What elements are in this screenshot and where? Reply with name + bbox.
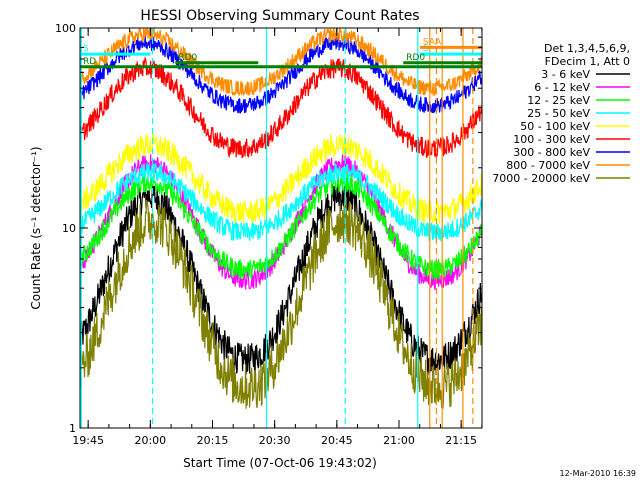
x-tick-label-4: 20:45 xyxy=(321,434,353,447)
series-line-5 xyxy=(80,56,482,159)
legend-label-5: 100 - 300 keV xyxy=(513,133,590,146)
flag-label-2-0: RD xyxy=(83,57,96,67)
legend-label-2: 12 - 25 keV xyxy=(527,94,590,107)
legend-label-8: 7000 - 20000 keV xyxy=(492,172,590,185)
legend-label-4: 50 - 100 keV xyxy=(520,120,590,133)
x-axis-label: Start Time (07-Oct-06 19:43:02) xyxy=(183,456,377,470)
x-tick-label-3: 20:30 xyxy=(259,434,291,447)
flag-label-0-1: S xyxy=(423,44,429,54)
flag-label-1-0: SAA xyxy=(423,37,442,47)
chart-title: HESSI Observing Summary Count Rates xyxy=(140,8,419,24)
series-line-3 xyxy=(80,161,482,242)
footer-timestamp: 12-Mar-2010 16:39 xyxy=(560,469,637,478)
series-line-2 xyxy=(80,172,482,280)
axis-ticks: 19:45 20:00 20:15 20:30 20:45 21:00 21:15 1 10 10… xyxy=(55,22,483,447)
series-line-6 xyxy=(80,35,482,115)
x-tick-label-2: 20:15 xyxy=(197,434,229,447)
series-line-8 xyxy=(80,196,482,410)
x-tick-label-5: 21:00 xyxy=(383,434,415,447)
y-tick-label-2: 100 xyxy=(55,22,76,35)
x-tick-label-0: 19:45 xyxy=(72,434,104,447)
legend-header-1: FDecim 1, Att 0 xyxy=(545,55,630,68)
x-tick-label-1: 20:00 xyxy=(134,434,166,447)
legend-header-0: Det 1,3,4,5,6,9, xyxy=(544,42,630,55)
x-tick-label-6: 21:15 xyxy=(445,434,477,447)
legend-label-3: 25 - 50 keV xyxy=(527,107,590,120)
legend-label-1: 6 - 12 keV xyxy=(534,81,590,94)
flag-label-0-0: S xyxy=(83,44,89,54)
legend: Det 1,3,4,5,6,9,FDecim 1, Att 03 - 6 keV… xyxy=(492,42,630,185)
y-tick-label-0: 1 xyxy=(69,422,76,435)
legend-label-6: 300 - 800 keV xyxy=(513,146,590,159)
y-axis-label: Count Rate (s⁻¹ detector⁻¹) xyxy=(29,146,43,309)
flag-label-3-1: RD0 xyxy=(406,53,425,63)
series-line-7 xyxy=(80,28,482,97)
legend-label-0: 3 - 6 keV xyxy=(541,68,590,81)
series-line-4 xyxy=(80,132,482,224)
flag-label-3-0: RD0 xyxy=(178,53,197,63)
legend-label-7: 800 - 7000 keV xyxy=(506,159,590,172)
y-tick-label-1: 10 xyxy=(62,222,76,235)
